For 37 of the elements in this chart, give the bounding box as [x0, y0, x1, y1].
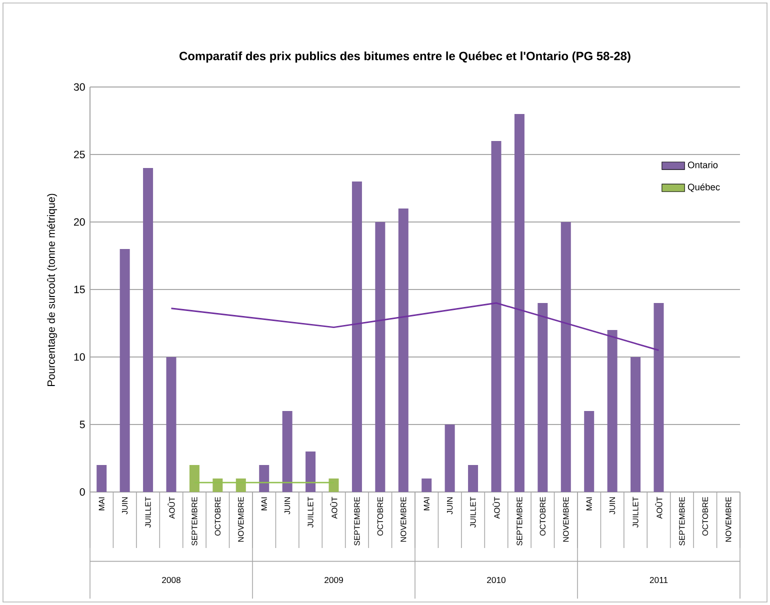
bar	[538, 303, 548, 492]
bar	[166, 357, 176, 492]
bar	[584, 411, 594, 492]
bar	[491, 140, 502, 492]
y-axis-title: Pourcentage de surcoût (tonne métrique)	[46, 194, 58, 386]
bar	[352, 181, 362, 492]
text: 2009	[324, 576, 343, 584]
bar	[306, 452, 316, 492]
bar	[143, 168, 154, 492]
bar	[468, 465, 478, 492]
chart-title: Comparatif des prix publics des bitumes entre le Québec et l'Ontario (PG 58-28)	[180, 51, 630, 63]
bar	[560, 222, 571, 492]
bar	[654, 303, 664, 492]
legend-label: Ontario	[688, 161, 718, 168]
bar	[398, 208, 408, 492]
y-tick-label: 25	[74, 150, 85, 158]
text: 2011	[650, 576, 668, 584]
bar	[444, 424, 455, 492]
y-tick-label: 5	[80, 420, 85, 428]
y-tick-label: 10	[74, 353, 85, 361]
legend-label: Québec	[688, 183, 720, 192]
y-tick-label: 15	[74, 286, 85, 294]
y-tick-label: 30	[74, 83, 85, 91]
bar	[514, 114, 524, 492]
text: 2010	[487, 576, 506, 584]
bar	[96, 465, 107, 492]
bar	[630, 357, 641, 492]
bar	[607, 330, 618, 492]
text: 2008	[162, 576, 180, 584]
bar	[375, 222, 386, 492]
bar	[259, 465, 270, 492]
bar	[282, 411, 292, 492]
bar	[422, 478, 432, 492]
y-tick-label: 20	[74, 218, 85, 226]
bar	[120, 248, 130, 492]
line-series	[170, 302, 660, 351]
y-tick-label: 0	[80, 488, 85, 496]
